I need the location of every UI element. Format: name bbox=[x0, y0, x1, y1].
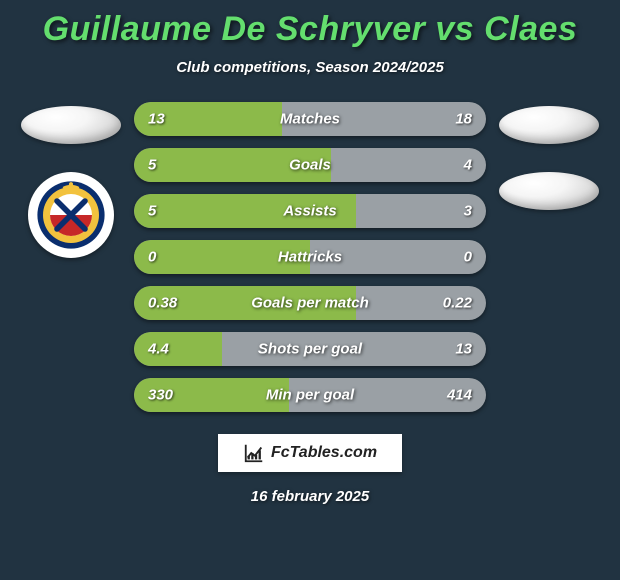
left-player-club-badge bbox=[28, 172, 114, 258]
stat-value-right: 414 bbox=[447, 387, 472, 404]
subtitle: Club competitions, Season 2024/2025 bbox=[10, 59, 610, 76]
right-player-club-placeholder bbox=[499, 172, 599, 210]
stat-value-left: 13 bbox=[148, 111, 165, 128]
stat-value-left: 5 bbox=[148, 157, 156, 174]
brand-text: FcTables.com bbox=[271, 444, 377, 462]
stat-value-right: 18 bbox=[455, 111, 472, 128]
body: 13 Matches 18 5 Goals 4 5 Assists 3 0 Hattricks 0 0.… bbox=[10, 102, 610, 412]
stat-row: 330 Min per goal 414 bbox=[134, 378, 486, 412]
brand-badge: FcTables.com bbox=[218, 434, 402, 472]
stat-label: Goals bbox=[289, 157, 331, 174]
stat-value-left: 0 bbox=[148, 249, 156, 266]
stat-label: Min per goal bbox=[266, 387, 354, 404]
stat-row: 0 Hattricks 0 bbox=[134, 240, 486, 274]
stat-value-right: 0.22 bbox=[443, 295, 472, 312]
stat-label: Shots per goal bbox=[258, 341, 362, 358]
chart-icon bbox=[243, 442, 265, 464]
stat-label: Assists bbox=[283, 203, 336, 220]
stat-value-left: 5 bbox=[148, 203, 156, 220]
stat-row: 0.38 Goals per match 0.22 bbox=[134, 286, 486, 320]
stat-row: 4.4 Shots per goal 13 bbox=[134, 332, 486, 366]
stat-row: 13 Matches 18 bbox=[134, 102, 486, 136]
club-crest-icon bbox=[36, 180, 106, 250]
stat-value-left: 330 bbox=[148, 387, 173, 404]
comparison-card: Guillaume De Schryver vs Claes Club comp… bbox=[0, 0, 620, 580]
stat-row: 5 Goals 4 bbox=[134, 148, 486, 182]
left-player-column bbox=[16, 102, 126, 258]
right-player-column bbox=[494, 102, 604, 210]
stat-value-left: 0.38 bbox=[148, 295, 177, 312]
stat-value-right: 3 bbox=[464, 203, 472, 220]
date-line: 16 february 2025 bbox=[10, 488, 610, 505]
page-title: Guillaume De Schryver vs Claes bbox=[10, 10, 610, 49]
left-player-avatar-placeholder bbox=[21, 106, 121, 144]
stat-row: 5 Assists 3 bbox=[134, 194, 486, 228]
stat-value-right: 0 bbox=[464, 249, 472, 266]
stat-label: Goals per match bbox=[251, 295, 369, 312]
stat-label: Hattricks bbox=[278, 249, 342, 266]
stats-column: 13 Matches 18 5 Goals 4 5 Assists 3 0 Hattricks 0 0.… bbox=[134, 102, 486, 412]
stat-label: Matches bbox=[280, 111, 340, 128]
stat-value-right: 13 bbox=[455, 341, 472, 358]
right-player-avatar-placeholder bbox=[499, 106, 599, 144]
stat-value-right: 4 bbox=[464, 157, 472, 174]
stat-value-left: 4.4 bbox=[148, 341, 169, 358]
